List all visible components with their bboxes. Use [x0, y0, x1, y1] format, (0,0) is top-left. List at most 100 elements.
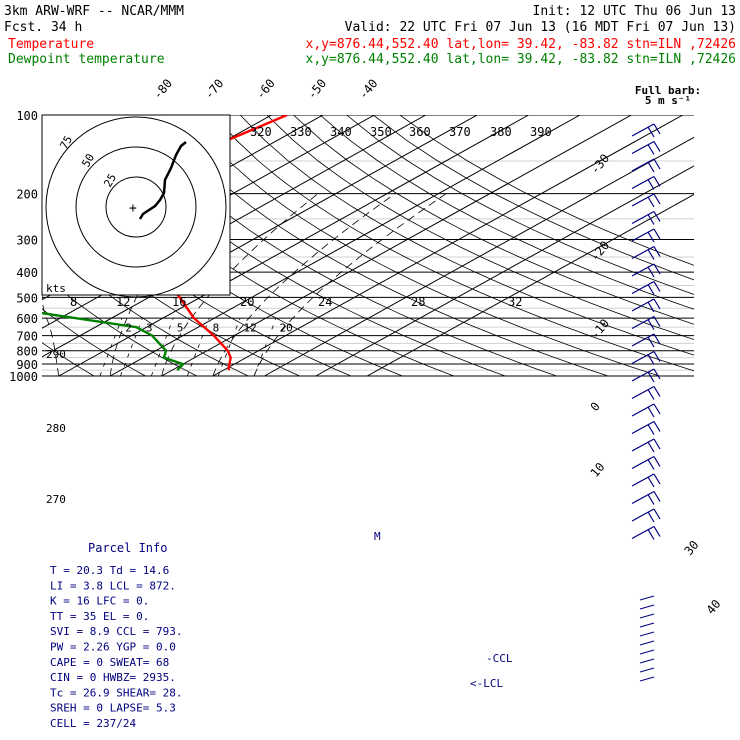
wind-barb-flag [647, 354, 655, 365]
wind-barb [639, 676, 655, 682]
barb-title: Full barb: [635, 84, 701, 97]
init-time: Init: 12 UTC Thu 06 Jun 13 [533, 4, 737, 19]
dry-adiabat [266, 115, 694, 340]
parcel-info-box: Parcel Info T = 20.3 Td = 14.6 LI = 3.8 L… [44, 540, 234, 730]
isotherm [58, 115, 529, 377]
wind-barb-flag [647, 144, 655, 155]
isotherm-label: -40 [356, 76, 381, 102]
wind-barb [631, 420, 655, 435]
hodo-speed-tick: 8 [70, 295, 77, 309]
isotherm-label: -80 [150, 76, 175, 102]
isotherm [0, 115, 15, 376]
model-title: 3km ARW-WRF -- NCAR/MMM [4, 4, 184, 19]
mixing-ratio-line [217, 317, 241, 377]
wind-barb [639, 604, 655, 610]
wind-barb [631, 385, 655, 400]
wind-barb-flag [647, 529, 655, 540]
pressure-label: 800 [16, 345, 38, 359]
hodo-speed-tick: 12 [116, 295, 130, 309]
wind-barb-flag [653, 228, 661, 240]
wind-barb-flag [647, 389, 655, 400]
wind-barb [639, 631, 655, 637]
theta-label: 380 [490, 125, 512, 139]
dry-adiabat [213, 115, 694, 372]
theta-label: 370 [449, 125, 471, 139]
barb-units: 5 m s⁻¹ [645, 94, 691, 107]
wind-barb [639, 622, 655, 628]
hodo-ring-label-25: 25 [101, 172, 119, 190]
hodo-ring-75 [45, 116, 227, 298]
wind-barb-flag [653, 263, 661, 275]
wind-barb-flag [647, 301, 655, 313]
isotherm-label: -70 [202, 76, 227, 102]
wind-barb-flag [653, 368, 661, 380]
legend-dewpoint-info: x,y=876.44,552.40 lat,lon= 39.42, -83.82… [306, 52, 736, 67]
dry-adiabat [186, 115, 660, 377]
isotherm-label: -60 [253, 76, 278, 102]
parcel-row: CIN = 0 HWBZ= 2935. [50, 671, 176, 684]
wind-barb [631, 140, 655, 155]
wind-barb-flag [653, 158, 661, 170]
wind-barb [639, 595, 655, 601]
wind-barb [631, 438, 655, 452]
moist-adiabat [253, 193, 447, 377]
isotherm [366, 193, 694, 377]
isotherm [212, 115, 684, 377]
wind-barb-flag [653, 211, 661, 222]
hodo-ring-25 [105, 176, 167, 238]
wind-barb [631, 193, 655, 207]
isotherm-label: -50 [305, 76, 330, 102]
parcel-row: CELL = 237/24 [50, 717, 136, 730]
wind-barbs [631, 123, 661, 682]
pressure-label: 300 [16, 234, 38, 248]
hodo-speed-tick: 20 [240, 295, 254, 309]
wind-barb [631, 245, 655, 260]
wind-barb-flag [653, 316, 661, 327]
wind-barb [631, 298, 655, 312]
pressure-label: 200 [16, 188, 38, 202]
dry-adiabat [42, 273, 197, 377]
mixing-ratio-label: 2 [125, 322, 132, 335]
parcel-row: SVI = 8.9 CCL = 793. [50, 625, 182, 638]
wind-barb-flag [647, 266, 655, 278]
wind-barb-flag [653, 298, 661, 310]
wind-barb-flag [647, 249, 655, 260]
dry-adiabat [42, 236, 249, 377]
pressure-label: 900 [16, 358, 38, 372]
wind-barb [639, 649, 655, 655]
wind-barb [631, 525, 655, 540]
moist-adiabat [212, 193, 396, 377]
isotherm-label: 10 [588, 460, 608, 480]
hodo-center-mark: + [129, 201, 137, 216]
wind-barb-flag [653, 403, 661, 415]
wind-barb-flag [647, 424, 655, 435]
wind-barb [639, 667, 655, 673]
wind-barb [631, 473, 655, 487]
theta-label-left: 270 [46, 493, 66, 506]
dry-adiabat [293, 115, 694, 325]
wind-barb [631, 158, 655, 172]
hodo-speed-tick: 32 [508, 295, 522, 309]
parcel-row: CAPE = 0 SWEAT= 68 [50, 656, 169, 669]
dry-adiabat [346, 115, 694, 295]
wind-barb-flag [653, 176, 661, 187]
theta-label: 330 [290, 125, 312, 139]
wind-barb-flag [653, 141, 661, 152]
wind-barb [631, 210, 655, 225]
hodo-speed-tick: 24 [318, 295, 332, 309]
theta-label-left: 280 [46, 422, 66, 435]
wind-barb-flag [647, 441, 655, 453]
mixing-ratio-label: 12 [244, 322, 257, 335]
parcel-row: K = 16 LFC = 0. [50, 595, 149, 608]
hodo-ring-label-75: 75 [57, 134, 75, 152]
theta-label: 320 [250, 125, 272, 139]
wind-barb-flag [653, 246, 661, 257]
mixing-ratio-line [99, 317, 123, 377]
lcl-marker: <-LCL [470, 677, 503, 690]
wind-barb-flag [653, 333, 661, 345]
wind-barb-flag [647, 459, 655, 470]
isotherm [315, 165, 694, 377]
pressure-label: 500 [16, 291, 38, 305]
wind-barb-flag [647, 231, 655, 243]
